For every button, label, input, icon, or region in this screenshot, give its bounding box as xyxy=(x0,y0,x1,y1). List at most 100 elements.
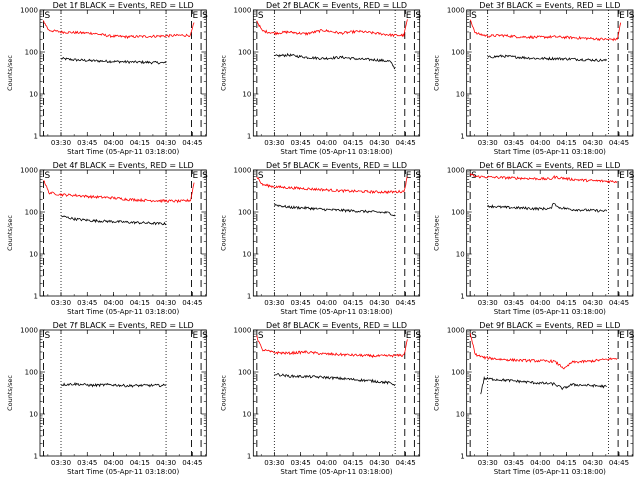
chart-panel-7: Det 7f BLACK = Events, RED = LLD 1 10 100 10… xyxy=(6,321,208,476)
y-tick-label: 10 xyxy=(242,411,251,419)
x-tick-label: 04:00 xyxy=(103,139,123,147)
marker-label: S xyxy=(202,11,208,21)
marker-label: S xyxy=(415,171,421,181)
x-axis-label: Start Time (05-Apr-11 03:18:00) xyxy=(280,468,392,476)
series-line-lld xyxy=(256,176,408,195)
x-tick-label: 03:45 xyxy=(77,139,97,147)
x-tick-label: 04:30 xyxy=(583,139,603,147)
y-tick-label: 100 xyxy=(238,369,251,377)
x-tick-label: 03:30 xyxy=(264,459,284,467)
x-tick-label: 03:30 xyxy=(51,139,71,147)
x-axis-label: Start Time (05-Apr-11 03:18:00) xyxy=(494,308,606,316)
x-tick-label: 04:45 xyxy=(182,139,202,147)
x-tick-label: 04:00 xyxy=(530,459,550,467)
series-line-lld xyxy=(43,180,195,204)
x-axis-label: Start Time (05-Apr-11 03:18:00) xyxy=(67,148,179,156)
marker-label: S xyxy=(45,11,51,21)
x-tick-label: 04:15 xyxy=(556,299,576,307)
chart-panel-3: Det 3f BLACK = Events, RED = LLD 1 10 100 10… xyxy=(433,1,635,156)
y-axis-label: Counts/sec xyxy=(219,375,227,411)
x-tick-label: 04:30 xyxy=(156,459,176,467)
series-line-lld xyxy=(469,173,618,184)
x-tick-label: 04:15 xyxy=(343,139,363,147)
y-tick-label: 10 xyxy=(29,91,38,99)
y-tick-label: 100 xyxy=(238,49,251,57)
chart-panel-8: Det 8f BLACK = Events, RED = LLD 1 10 100 10… xyxy=(219,321,421,476)
chart-panel-9: Det 9f BLACK = Events, RED = LLD 1 10 100 10… xyxy=(433,321,635,476)
marker-label: S xyxy=(258,331,264,341)
plot-frame xyxy=(39,329,207,457)
series-line-events xyxy=(273,203,396,217)
y-tick-label: 1000 xyxy=(234,327,252,335)
x-axis-label: Start Time (05-Apr-11 03:18:00) xyxy=(494,468,606,476)
x-tick-label: 04:45 xyxy=(609,139,629,147)
marker-label: S xyxy=(415,11,421,21)
x-tick-label: 03:45 xyxy=(77,459,97,467)
plot-frame xyxy=(39,169,207,297)
marker-label: S xyxy=(45,171,51,181)
x-tick-label: 04:00 xyxy=(530,299,550,307)
chart-panel-1: Det 1f BLACK = Events, RED = LLD 1 10 100 10… xyxy=(6,1,208,156)
x-tick-label: 04:00 xyxy=(317,299,337,307)
y-axis-label: Counts/sec xyxy=(6,55,14,91)
marker-label: S xyxy=(471,11,477,21)
chart-title: Det 9f BLACK = Events, RED = LLD xyxy=(479,321,620,330)
marker-label: S xyxy=(202,171,208,181)
x-tick-label: 03:30 xyxy=(478,139,498,147)
x-tick-label: 03:45 xyxy=(291,459,311,467)
y-tick-label: 1 xyxy=(247,453,251,461)
marker-label: S xyxy=(629,331,635,341)
y-tick-label: 100 xyxy=(25,369,38,377)
y-tick-label: 1 xyxy=(460,293,464,301)
marker-label: S xyxy=(471,331,477,341)
y-tick-label: 100 xyxy=(25,49,38,57)
x-tick-label: 04:45 xyxy=(396,299,416,307)
x-tick-label: 04:00 xyxy=(530,139,550,147)
x-tick-label: 04:30 xyxy=(583,299,603,307)
y-tick-label: 10 xyxy=(29,251,38,259)
x-tick-label: 03:45 xyxy=(291,139,311,147)
y-tick-label: 10 xyxy=(456,251,465,259)
plot-frame xyxy=(252,9,421,137)
marker-label: S xyxy=(258,11,264,21)
x-axis-label: Start Time (05-Apr-11 03:18:00) xyxy=(494,148,606,156)
x-tick-label: 04:15 xyxy=(343,299,363,307)
y-tick-label: 100 xyxy=(451,49,464,57)
chart-panel-4: Det 4f BLACK = Events, RED = LLD 1 10 100 10… xyxy=(6,161,208,316)
x-tick-label: 04:00 xyxy=(317,139,337,147)
chart-title: Det 8f BLACK = Events, RED = LLD xyxy=(266,321,407,330)
x-tick-label: 04:30 xyxy=(369,459,389,467)
x-tick-label: 04:30 xyxy=(369,299,389,307)
y-tick-label: 10 xyxy=(242,91,251,99)
y-tick-label: 1 xyxy=(34,453,38,461)
x-tick-label: 04:15 xyxy=(130,459,150,467)
x-tick-label: 04:15 xyxy=(130,139,150,147)
series-line-events xyxy=(487,202,608,213)
x-tick-label: 03:45 xyxy=(504,299,524,307)
chart-panel-2: Det 2f BLACK = Events, RED = LLD 1 10 100 10… xyxy=(219,1,421,156)
x-tick-label: 04:45 xyxy=(609,459,629,467)
plot-frame xyxy=(39,9,207,137)
x-tick-label: 04:00 xyxy=(103,459,123,467)
x-tick-label: 04:30 xyxy=(156,299,176,307)
series-line-lld xyxy=(256,335,408,359)
y-tick-label: 1 xyxy=(34,293,38,301)
marker-label: E xyxy=(619,171,625,181)
y-tick-label: 1000 xyxy=(20,167,38,175)
y-tick-label: 1 xyxy=(34,133,38,141)
chart-panel-6: Det 6f BLACK = Events, RED = LLD 1 10 100 10… xyxy=(433,161,635,316)
series-line-events xyxy=(60,382,167,388)
chart-title: Det 2f BLACK = Events, RED = LLD xyxy=(266,1,407,10)
x-tick-label: 03:30 xyxy=(264,139,284,147)
x-tick-label: 04:45 xyxy=(609,299,629,307)
x-tick-label: 04:30 xyxy=(583,459,603,467)
series-line-events xyxy=(487,54,608,62)
x-tick-label: 03:30 xyxy=(51,459,71,467)
chart-title: Det 7f BLACK = Events, RED = LLD xyxy=(53,321,194,330)
series-line-lld xyxy=(43,20,195,40)
y-axis-label: Counts/sec xyxy=(433,375,441,411)
series-line-lld xyxy=(469,19,622,42)
chart-title: Det 4f BLACK = Events, RED = LLD xyxy=(53,161,194,170)
